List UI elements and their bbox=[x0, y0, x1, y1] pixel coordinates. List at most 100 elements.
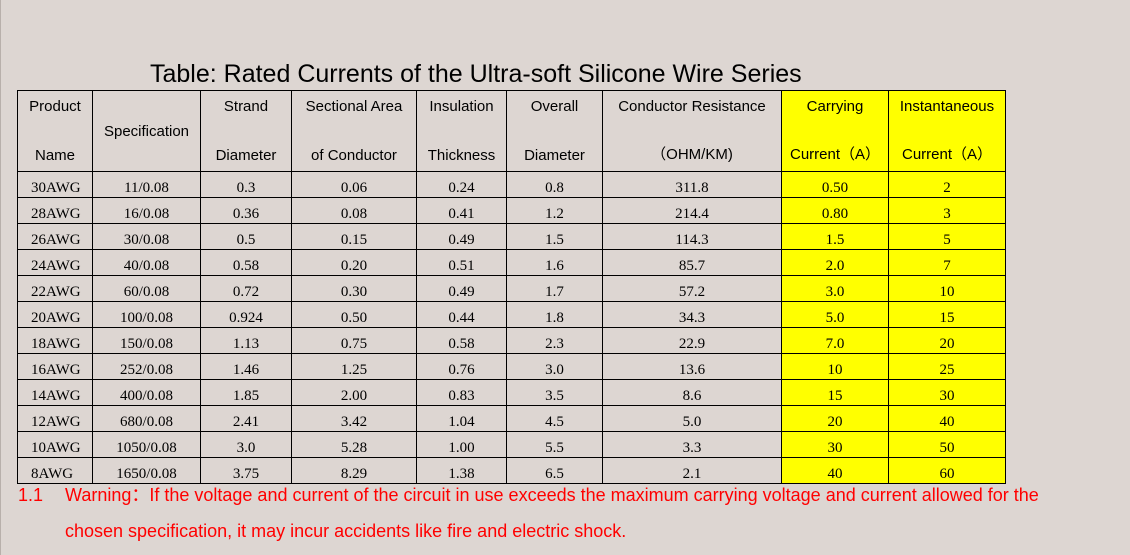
header-bottom-text: of Conductor bbox=[311, 147, 397, 164]
header-top-text: Overall bbox=[530, 98, 579, 115]
table-cell: 13.6 bbox=[602, 353, 782, 380]
table-cell: 0.20 bbox=[291, 249, 417, 276]
table-cell: 15 bbox=[888, 301, 1006, 328]
table-cell: 40 bbox=[781, 457, 889, 484]
table-cell: 16/0.08 bbox=[92, 197, 201, 224]
header-top-text: Insulation bbox=[429, 98, 494, 115]
table-cell: 0.80 bbox=[781, 197, 889, 224]
table-cell: 15 bbox=[781, 379, 889, 406]
header-top-text: Conductor Resistance bbox=[618, 98, 766, 115]
warning-note: 1.1 Warning：If the voltage and current of… bbox=[18, 477, 1128, 549]
header-row: Product Name Specification Strand Diameter… bbox=[17, 90, 1006, 172]
table-cell: 10 bbox=[781, 353, 889, 380]
table-cell: 1.7 bbox=[506, 275, 603, 302]
table-cell: 10 bbox=[888, 275, 1006, 302]
table-cell: 0.41 bbox=[416, 197, 507, 224]
table-cell: 1.04 bbox=[416, 405, 507, 432]
table-cell: 5 bbox=[888, 223, 1006, 250]
table-cell: 2.0 bbox=[781, 249, 889, 276]
table-cell: 2.41 bbox=[200, 405, 292, 432]
table-cell: 2.3 bbox=[506, 327, 603, 354]
header-bottom-text: （OHM/KM) bbox=[651, 146, 733, 163]
table-cell: 8AWG bbox=[17, 457, 93, 484]
table-cell: 5.5 bbox=[506, 431, 603, 458]
table-cell: 0.5 bbox=[200, 223, 292, 250]
table-cell: 20AWG bbox=[17, 301, 93, 328]
table-cell: 1.2 bbox=[506, 197, 603, 224]
table-cell: 3 bbox=[888, 197, 1006, 224]
warning-line-1: 1.1 Warning：If the voltage and current of… bbox=[18, 477, 1128, 513]
table-cell: 0.15 bbox=[291, 223, 417, 250]
header-cell: Conductor Resistance （OHM/KM) bbox=[602, 90, 782, 172]
header-bottom-text: Current（A） bbox=[901, 146, 993, 163]
table-cell: 28AWG bbox=[17, 197, 93, 224]
table-cell: 7 bbox=[888, 249, 1006, 276]
table-cell: 0.3 bbox=[200, 171, 292, 198]
warning-text-1: Warning：If the voltage and current of th… bbox=[65, 485, 1039, 505]
table-row: 20AWG 100/0.08 0.924 0.50 0.44 1.8 34.3 5.0 15 bbox=[17, 301, 1006, 328]
table-cell: 26AWG bbox=[17, 223, 93, 250]
header-top-text: Carrying bbox=[806, 98, 864, 115]
table-cell: 30AWG bbox=[17, 171, 93, 198]
table-row: 14AWG 400/0.08 1.85 2.00 0.83 3.5 8.6 15 30 bbox=[17, 379, 1006, 406]
header-top-text: Specification bbox=[103, 122, 190, 140]
table-cell: 0.49 bbox=[416, 275, 507, 302]
warning-text-2: chosen specification, it may incur accid… bbox=[65, 521, 627, 541]
table-cell: 3.0 bbox=[781, 275, 889, 302]
table-row: 22AWG 60/0.08 0.72 0.30 0.49 1.7 57.2 3.0 10 bbox=[17, 275, 1006, 302]
header-bottom-text: Diameter bbox=[215, 147, 277, 164]
table-row: 12AWG 680/0.08 2.41 3.42 1.04 4.5 5.0 20 40 bbox=[17, 405, 1006, 432]
header-cell-highlighted: Carrying Current（A） bbox=[781, 90, 889, 172]
page-edge bbox=[0, 0, 1, 555]
table-row: 10AWG 1050/0.08 3.0 5.28 1.00 5.5 3.3 30 50 bbox=[17, 431, 1006, 458]
table-cell: 311.8 bbox=[602, 171, 782, 198]
table-cell: 0.75 bbox=[291, 327, 417, 354]
header-cell-highlighted: Instantaneous Current（A） bbox=[888, 90, 1006, 172]
table-cell: 10AWG bbox=[17, 431, 93, 458]
table-cell: 0.08 bbox=[291, 197, 417, 224]
table-cell: 252/0.08 bbox=[92, 353, 201, 380]
table-cell: 0.58 bbox=[200, 249, 292, 276]
table-cell: 1.25 bbox=[291, 353, 417, 380]
table-cell: 0.58 bbox=[416, 327, 507, 354]
table-cell: 3.0 bbox=[200, 431, 292, 458]
header-bottom-text: Diameter bbox=[524, 147, 585, 164]
table-cell: 4.5 bbox=[506, 405, 603, 432]
table-cell: 30/0.08 bbox=[92, 223, 201, 250]
table-cell: 1.6 bbox=[506, 249, 603, 276]
table-cell: 50 bbox=[888, 431, 1006, 458]
table-cell: 0.83 bbox=[416, 379, 507, 406]
table-body: Product Name Specification Strand Diameter… bbox=[17, 90, 1006, 484]
table-cell: 60 bbox=[888, 457, 1006, 484]
table-row: 18AWG 150/0.08 1.13 0.75 0.58 2.3 22.9 7.0 20 bbox=[17, 327, 1006, 354]
header-top-text: Instantaneous bbox=[899, 98, 995, 115]
table-cell: 2 bbox=[888, 171, 1006, 198]
table-cell: 24AWG bbox=[17, 249, 93, 276]
table-cell: 0.49 bbox=[416, 223, 507, 250]
header-cell: Product Name bbox=[17, 90, 93, 172]
header-bottom-text: Thickness bbox=[427, 147, 496, 164]
table-cell: 0.72 bbox=[200, 275, 292, 302]
table-cell: 0.30 bbox=[291, 275, 417, 302]
table-cell: 5.28 bbox=[291, 431, 417, 458]
table-cell: 20 bbox=[888, 327, 1006, 354]
table-cell: 1.85 bbox=[200, 379, 292, 406]
table-cell: 40/0.08 bbox=[92, 249, 201, 276]
table-cell: 1.5 bbox=[781, 223, 889, 250]
table-cell: 214.4 bbox=[602, 197, 782, 224]
table-cell: 12AWG bbox=[17, 405, 93, 432]
table-cell: 5.0 bbox=[781, 301, 889, 328]
header-bottom-text: Name bbox=[34, 147, 75, 164]
table-cell: 22AWG bbox=[17, 275, 93, 302]
table-cell: 1.5 bbox=[506, 223, 603, 250]
rated-current-table: Product Name Specification Strand Diameter… bbox=[17, 90, 1006, 484]
table-cell: 30 bbox=[888, 379, 1006, 406]
table-cell: 3.5 bbox=[506, 379, 603, 406]
table-cell: 3.0 bbox=[506, 353, 603, 380]
table-cell: 20 bbox=[781, 405, 889, 432]
table-row: 16AWG 252/0.08 1.46 1.25 0.76 3.0 13.6 10 25 bbox=[17, 353, 1006, 380]
header-top-text: Sectional Area bbox=[305, 98, 403, 115]
table-row: 8AWG 1650/0.08 3.75 8.29 1.38 6.5 2.1 40 60 bbox=[17, 457, 1006, 484]
table-cell: 60/0.08 bbox=[92, 275, 201, 302]
table-cell: 0.924 bbox=[200, 301, 292, 328]
